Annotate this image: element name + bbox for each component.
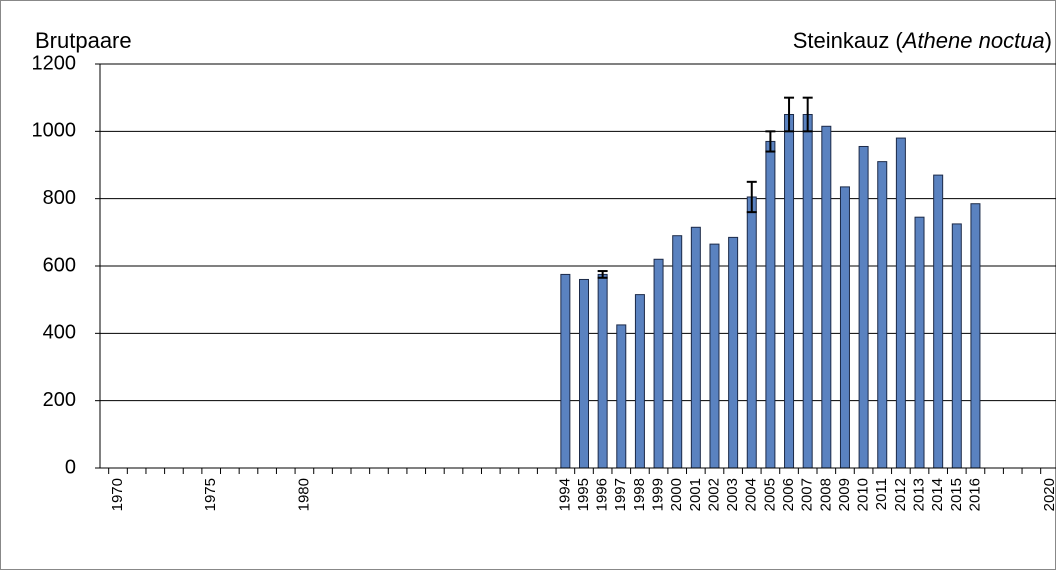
bar [784,114,795,469]
bar [672,235,683,469]
x-tick-label: 2002 [705,478,722,511]
y-tick-label: 1000 [32,120,77,142]
x-tick-label: 2013 [910,478,927,511]
y-tick-label: 600 [43,254,76,276]
x-tick-label: 1980 [295,478,312,511]
bar [616,324,627,469]
error-bar [802,96,813,133]
x-tick-label: 2015 [948,478,965,511]
x-tick-label: 2000 [668,478,685,511]
x-tick-label: 1995 [575,478,592,511]
x-tick-label: 2020 [1041,478,1056,511]
x-tick-label: 2011 [873,478,890,510]
error-bar [765,130,776,153]
bar [579,278,589,469]
bar [597,273,608,469]
bar [970,203,981,469]
x-tick-label: 2005 [761,478,778,511]
y-tick-label: 800 [43,187,76,209]
x-tick-label: 1997 [612,478,629,511]
bar [839,186,850,469]
x-tick-label: 2008 [817,478,834,511]
bar [877,161,888,469]
x-tick-label: 1996 [594,478,611,511]
bar [709,243,720,469]
bar [690,226,701,469]
bar [933,174,944,469]
error-bar [597,270,608,279]
bar [560,273,571,469]
bar [802,114,813,469]
bar [728,236,739,469]
title-species: Athene noctua [901,28,1045,53]
x-tick-label: 2009 [836,478,853,511]
bar [895,137,906,469]
bar [653,258,664,469]
title-text: Steinkauz ( [793,28,904,53]
title-end: ) [1045,28,1052,53]
x-tick-label: 2007 [799,478,816,511]
x-tick-label: 2010 [855,478,872,511]
bar [746,196,757,469]
x-tick-label: 1998 [631,478,648,511]
bar [914,216,925,469]
bar [858,145,869,469]
x-tick-label: 1975 [202,478,219,511]
error-bar [784,96,795,133]
y-tick-label: 400 [43,322,76,344]
y-tick-label: 200 [43,389,76,411]
x-tick-label: 1994 [556,478,573,511]
error-bar [746,180,757,214]
x-tick-label: 1999 [650,478,667,511]
y-axis-label: Brutpaare [35,28,132,53]
x-tick-label: 2016 [966,478,983,511]
y-tick-label: 1200 [32,52,77,74]
bar [951,223,962,469]
x-tick-label: 2003 [724,478,741,511]
y-tick-label: 0 [65,456,76,478]
bar [765,140,776,469]
x-tick-label: 2006 [780,478,797,511]
x-tick-label: 2001 [687,478,704,511]
x-tick-label: 2012 [892,478,909,511]
x-tick-label: 1970 [109,478,126,511]
bar [634,294,645,469]
bar [821,125,832,469]
x-tick-label: 2014 [929,478,946,511]
chart-title: Steinkauz (Athene noctua) [793,28,1052,53]
x-tick-label: 2004 [743,478,760,511]
